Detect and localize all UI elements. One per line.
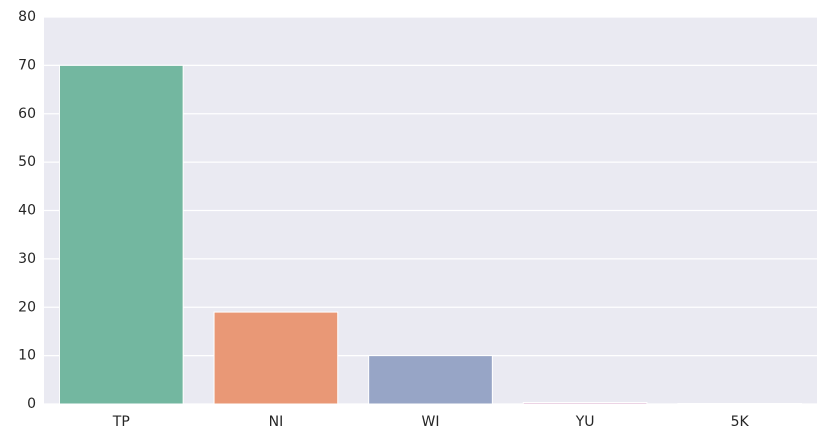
y-tick-label-0: 0 <box>27 396 36 412</box>
bar-wi <box>368 355 493 405</box>
y-tick-label-50: 50 <box>18 154 36 170</box>
bar-yu <box>522 402 648 405</box>
y-tick-label-10: 10 <box>18 348 36 364</box>
x-tick-label-ni: NI <box>269 414 284 430</box>
y-tick-label-80: 80 <box>18 9 36 25</box>
y-tick-label-70: 70 <box>18 57 36 73</box>
x-axis: TP NI WI YU 5K <box>112 414 750 430</box>
y-tick-label-60: 60 <box>18 106 36 122</box>
y-axis: 0 10 20 30 40 50 60 70 80 <box>18 9 36 412</box>
bars <box>58 64 803 405</box>
bar-tp <box>58 64 184 405</box>
x-tick-label-wi: WI <box>422 414 440 430</box>
y-tick-label-30: 30 <box>18 251 36 267</box>
x-tick-label-5k: 5K <box>731 414 750 430</box>
y-tick-label-40: 40 <box>18 203 36 219</box>
bar-5k <box>677 403 803 405</box>
y-tick-label-20: 20 <box>18 299 36 315</box>
x-tick-label-yu: YU <box>575 414 595 430</box>
x-tick-label-tp: TP <box>112 414 130 430</box>
bar-ni <box>213 311 339 405</box>
